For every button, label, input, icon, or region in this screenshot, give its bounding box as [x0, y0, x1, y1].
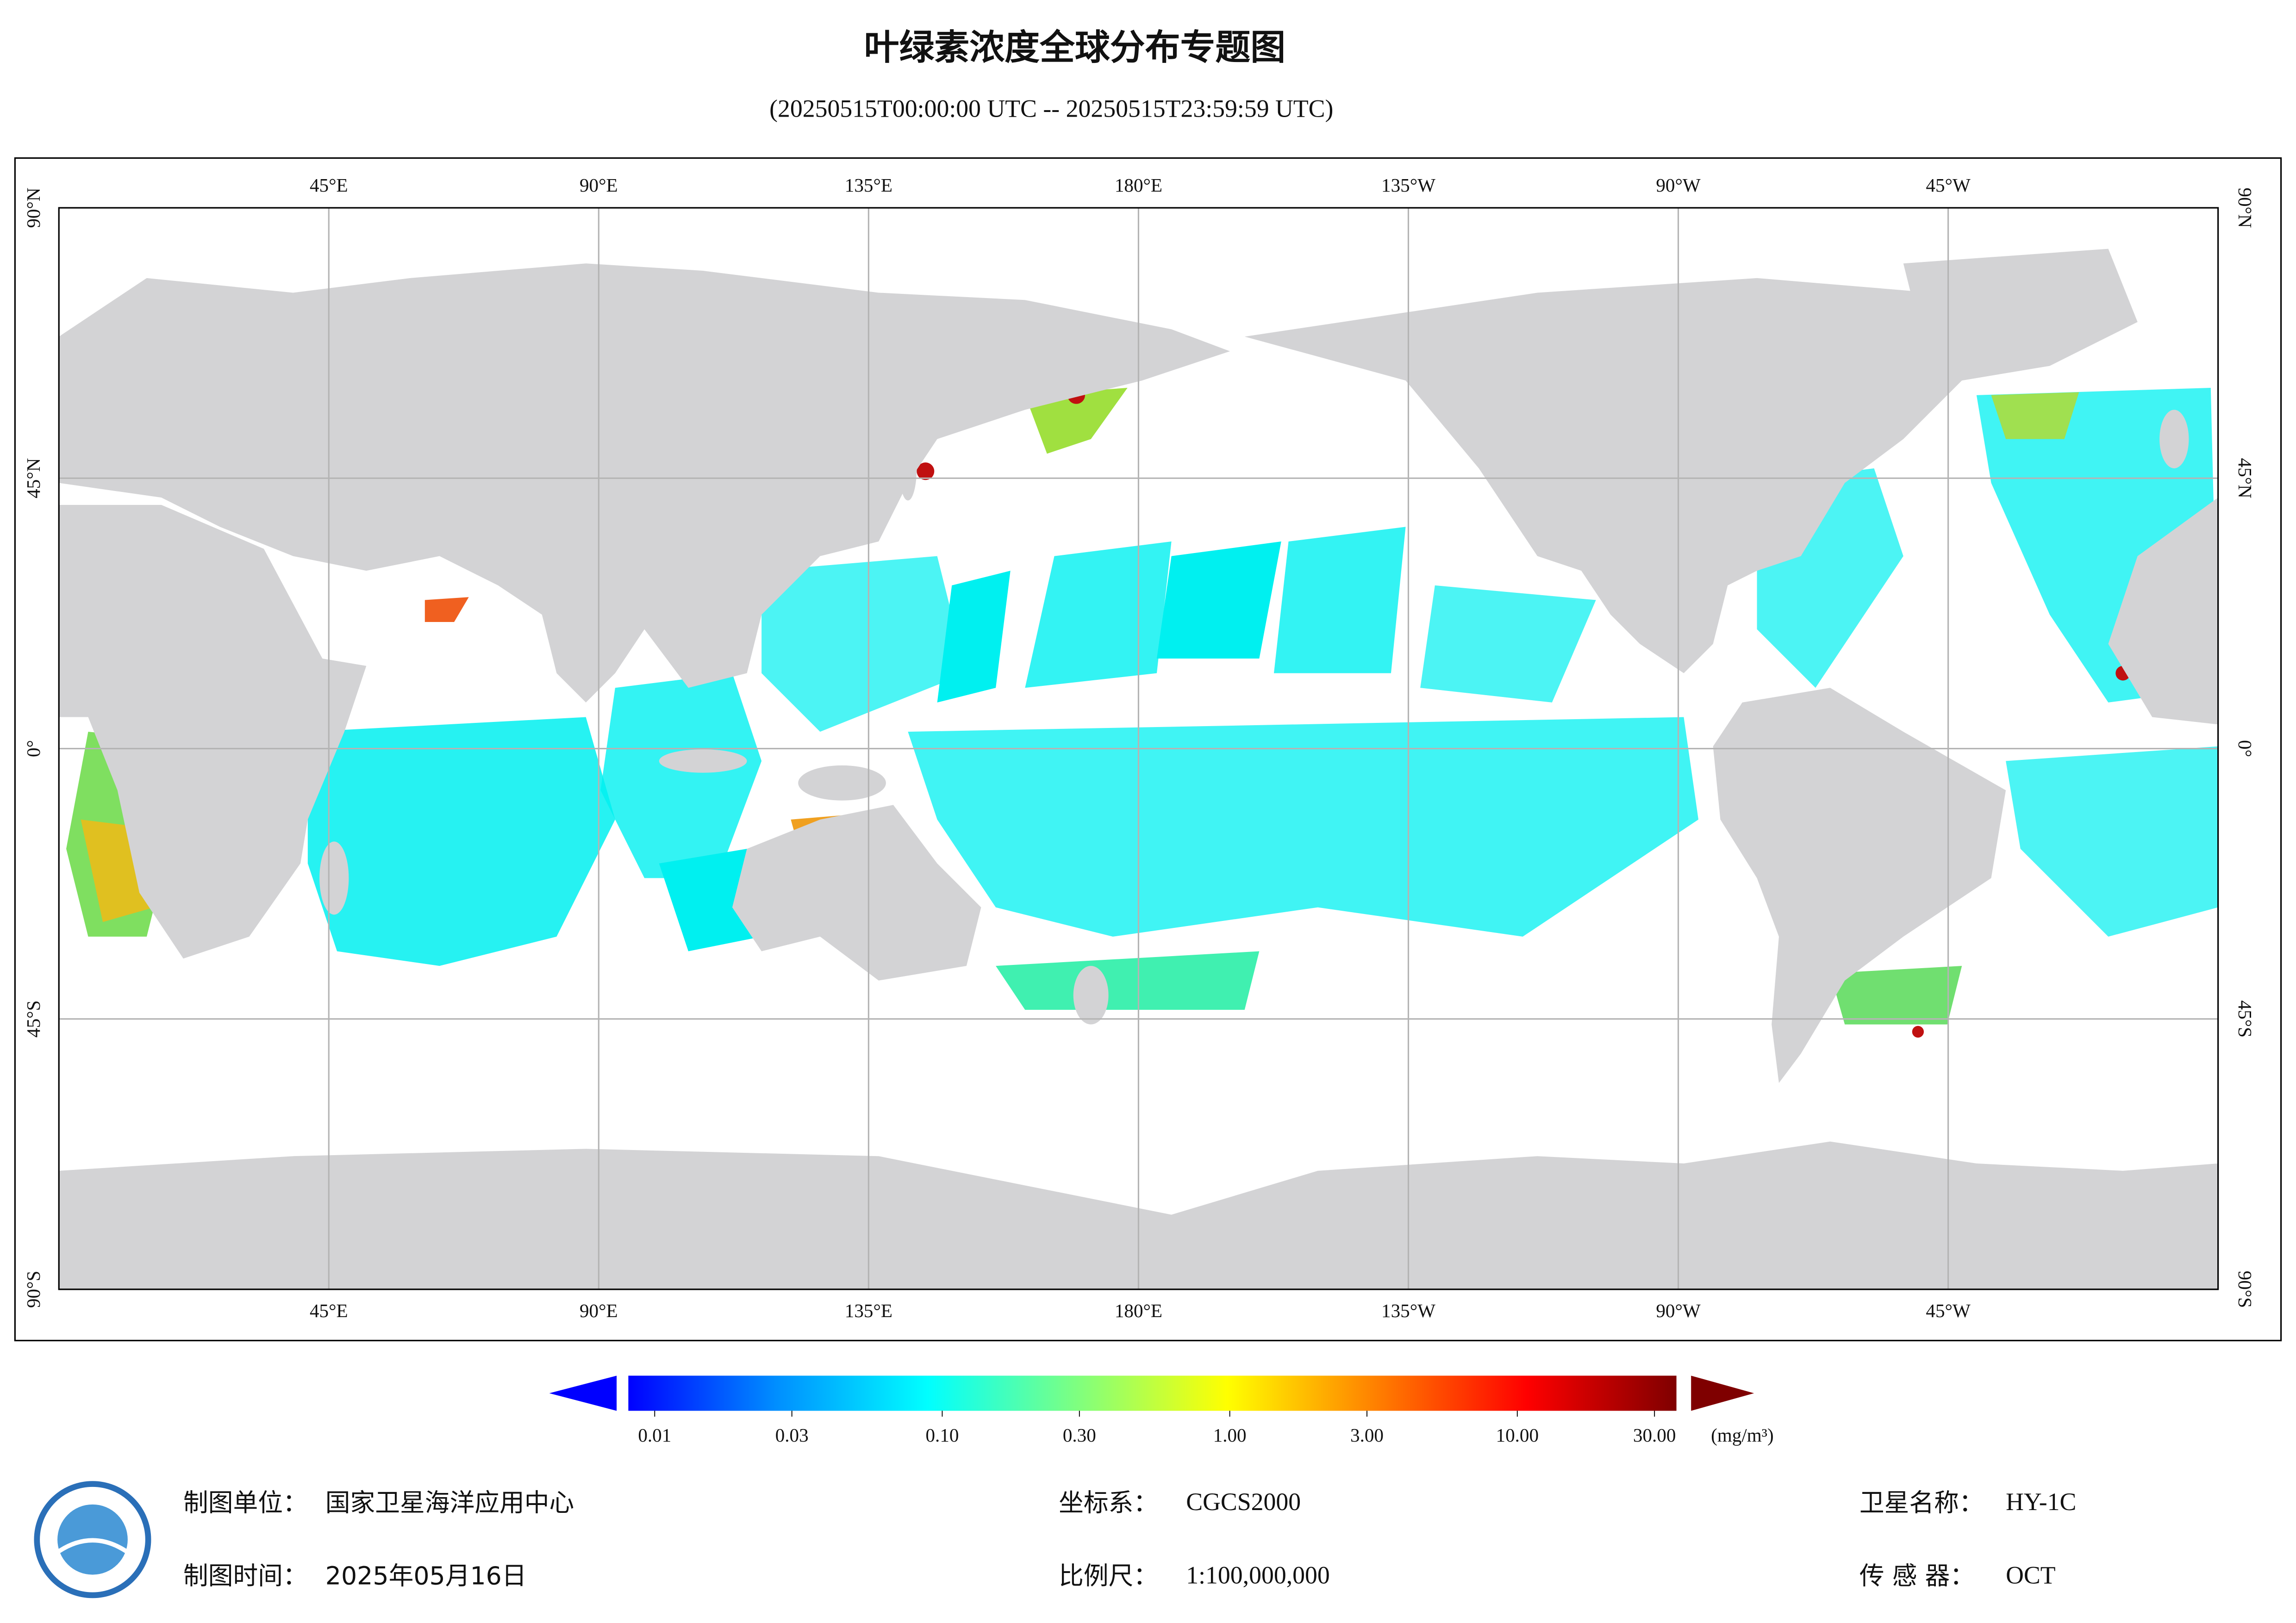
- colorbar-tick-label: 3.00: [1350, 1424, 1384, 1446]
- land: [659, 749, 747, 773]
- map-frame: [14, 157, 2282, 1342]
- title: 叶绿素浓度全球分布专题图: [864, 27, 1286, 68]
- patch: [2006, 746, 2218, 937]
- footer-value: 国家卫星海洋应用中心: [325, 1488, 574, 1517]
- patch: [1912, 1026, 1924, 1038]
- land: [1073, 966, 1109, 1025]
- land: [732, 805, 981, 981]
- land: [1713, 688, 2006, 1083]
- land: [59, 263, 1230, 703]
- patch: [937, 571, 1011, 703]
- patch: [761, 556, 967, 732]
- lon-label: 90°W: [1656, 174, 1701, 196]
- lat-label: 0°: [2234, 740, 2256, 757]
- colorbar-tick-label: 0.03: [775, 1424, 809, 1446]
- land: [1903, 249, 2138, 381]
- lon-label: 90°E: [580, 1300, 618, 1321]
- patch: [917, 462, 935, 480]
- colorbar-bar: [628, 1375, 1677, 1411]
- colorbar-tick-label: 30.00: [1633, 1424, 1676, 1446]
- patch: [600, 673, 762, 878]
- lon-label: 45°E: [310, 1300, 348, 1321]
- map-area: [58, 207, 2219, 1290]
- footer-label: 坐标系：: [1059, 1488, 1158, 1517]
- lat-label: 45°N: [2234, 458, 2256, 498]
- lon-label: 90°E: [580, 174, 618, 196]
- footer-label: 传 感 器：: [1859, 1561, 1975, 1591]
- colorbar-under-arrow: [549, 1375, 617, 1411]
- subtitle: (20250515T00:00:00 UTC -- 20250515T23:59…: [769, 95, 1333, 123]
- lon-label: 45°W: [1926, 174, 1971, 196]
- lat-label: 90°N: [23, 187, 44, 228]
- lon-label: 135°E: [845, 174, 892, 196]
- chlorophyll-patches: [59, 386, 2218, 1038]
- colorbar-unit: (mg/m³): [1711, 1424, 1774, 1446]
- patch: [1273, 527, 1406, 673]
- logo-wave: [57, 1538, 128, 1554]
- patch: [659, 849, 762, 951]
- colorbar-tick-label: 0.10: [925, 1424, 959, 1446]
- lat-label: 90°S: [23, 1271, 44, 1308]
- colorbar-tick-label: 0.01: [638, 1424, 671, 1446]
- lon-label: 45°W: [1926, 1300, 1971, 1321]
- lat-label: 45°S: [23, 1001, 44, 1038]
- land: [1244, 278, 1991, 673]
- lat-label: 45°N: [23, 458, 44, 498]
- footer-label: 卫星名称：: [1859, 1488, 1984, 1517]
- lon-label: 90°W: [1656, 1300, 1701, 1321]
- land: [2108, 497, 2218, 725]
- patch: [1025, 388, 1128, 454]
- lon-label: 45°E: [310, 174, 348, 196]
- colorbar: (mg/m³) 0.01 0.03 0.10 0.30 1.00 3.00 10.00 30.…: [549, 1375, 1774, 1446]
- patch: [908, 717, 1699, 937]
- map-border: [58, 207, 2219, 1290]
- land: [798, 765, 886, 801]
- lat-label: 0°: [23, 740, 44, 757]
- colorbar-tick-label: 10.00: [1496, 1424, 1539, 1446]
- lat-label: 90°S: [2234, 1271, 2256, 1308]
- footer-value: CGCS2000: [1186, 1488, 1301, 1516]
- land: [899, 436, 917, 501]
- land: [319, 841, 349, 915]
- lon-label: 180°E: [1115, 174, 1162, 196]
- patch: [1025, 541, 1172, 688]
- colorbar-tick-label: 0.30: [1063, 1424, 1096, 1446]
- patch: [1156, 541, 1281, 659]
- lat-label: 90°N: [2234, 187, 2256, 228]
- land: [2159, 410, 2189, 468]
- patch: [307, 717, 615, 966]
- patch: [424, 597, 469, 622]
- lat-label: 45°S: [2234, 1001, 2256, 1038]
- lon-label: 135°W: [1381, 174, 1435, 196]
- lon-label: 180°E: [1115, 1300, 1162, 1321]
- lon-label: 135°E: [845, 1300, 892, 1321]
- footer-label: 制图时间：: [183, 1561, 308, 1591]
- patch: [1420, 585, 1596, 703]
- footer-value: OCT: [2006, 1561, 2056, 1589]
- patch: [1991, 392, 2079, 439]
- lon-label: 135°W: [1381, 1300, 1435, 1321]
- colorbar-over-arrow: [1691, 1375, 1754, 1411]
- patch: [996, 951, 1260, 1010]
- patch: [1830, 966, 1962, 1025]
- footer-label: 制图单位：: [183, 1488, 308, 1517]
- logo: [34, 1481, 151, 1598]
- footer-value: HY-1C: [2006, 1488, 2076, 1516]
- land: [59, 504, 367, 959]
- colorbar-tick-label: 1.00: [1213, 1424, 1247, 1446]
- footer-value: 2025年05月16日: [325, 1561, 527, 1591]
- footer-label: 比例尺：: [1059, 1561, 1158, 1591]
- footer-value: 1:100,000,000: [1186, 1561, 1330, 1589]
